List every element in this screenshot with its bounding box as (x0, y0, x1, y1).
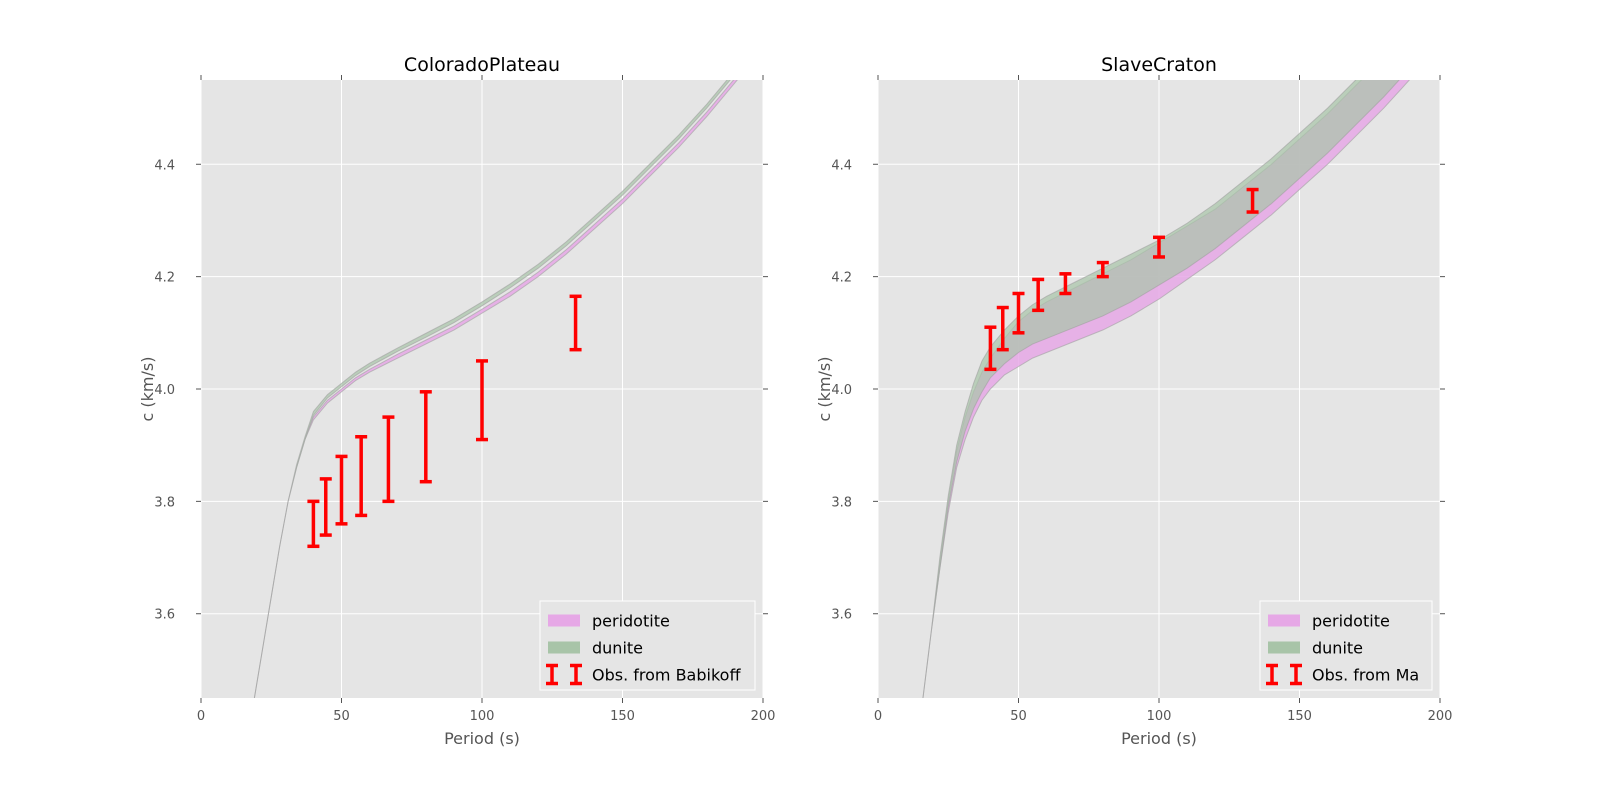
ticks (873, 75, 1445, 703)
errorbar-point (1059, 272, 1072, 296)
errorbar-point (355, 435, 368, 518)
y-axis-label: c (km/s) (138, 357, 157, 422)
legend-label: Obs. from Ma (1312, 666, 1419, 685)
legend: peridotite dunite Obs. from Ma (1259, 600, 1433, 691)
legend: peridotite dunite Obs. from Babikoff (539, 600, 756, 691)
y-tick-label: 4.0 (154, 383, 175, 398)
errorbar-point (476, 359, 488, 442)
legend-swatch-dunite (1268, 641, 1300, 654)
errorbar-point (1032, 277, 1045, 313)
legend-swatch-peridotite (548, 614, 580, 627)
band-peridotite (253, 80, 738, 698)
band-dunite (922, 80, 1400, 698)
y-tick-label: 4.2 (831, 271, 852, 286)
x-tick-label: 100 (1147, 709, 1172, 724)
chart-title: SlaveCraton (1101, 54, 1217, 76)
y-tick-label: 3.8 (154, 495, 175, 510)
errorbar-point (307, 499, 320, 549)
chart-panel-1: 0 50 100 150 200 3.6 3.8 4.0 4.2 4.4 ColoradoPlate… (138, 54, 775, 748)
errorbar-point (1153, 235, 1165, 259)
chart-panel-2: 0 50 100 150 200 3.6 3.8 4.0 4.2 4.4 SlaveCraton Pe… (815, 54, 1453, 748)
x-tick-label: 0 (874, 709, 882, 724)
y-tick-label: 4.0 (831, 383, 852, 398)
x-tick-label: 150 (610, 709, 635, 724)
legend-label: peridotite (1312, 612, 1390, 631)
x-tick-label: 200 (751, 709, 776, 724)
legend-label: Obs. from Babikoff (592, 666, 741, 685)
y-tick-label: 4.4 (831, 158, 852, 173)
chart-title: ColoradoPlateau (404, 54, 560, 76)
errorbar-point (1096, 260, 1109, 279)
legend-label: dunite (592, 639, 643, 658)
ticks (196, 75, 768, 703)
x-tick-label: 50 (333, 709, 350, 724)
y-axis-label: c (km/s) (815, 357, 834, 422)
x-tick-label: 200 (1428, 709, 1453, 724)
x-tick-label: 50 (1010, 709, 1027, 724)
y-tick-label: 3.8 (831, 495, 852, 510)
errorbar-point (319, 477, 332, 537)
errorbar-point (419, 390, 432, 484)
y-tick-label: 3.6 (154, 608, 175, 623)
x-tick-label: 150 (1287, 709, 1312, 724)
x-axis-label: Period (s) (1121, 729, 1197, 748)
x-tick-label: 100 (470, 709, 495, 724)
data-layer (922, 80, 1411, 698)
y-tick-label: 4.4 (154, 158, 175, 173)
errorbar-point (382, 415, 395, 504)
errorbar-point (984, 325, 997, 372)
errorbar-point (1246, 187, 1259, 214)
errorbar-point (996, 305, 1009, 352)
errorbar-point (569, 294, 582, 352)
errorbar-point (1012, 291, 1025, 335)
errorbar-point (335, 454, 348, 526)
y-tick-label: 4.2 (154, 271, 175, 286)
legend-label: peridotite (592, 612, 670, 631)
y-tick-label: 3.6 (831, 608, 852, 623)
x-axis-label: Period (s) (444, 729, 520, 748)
x-tick-label: 0 (197, 709, 205, 724)
data-layer (253, 80, 738, 698)
legend-swatch-peridotite (1268, 614, 1300, 627)
band-dunite (253, 80, 731, 698)
legend-swatch-dunite (548, 641, 580, 654)
legend-label: dunite (1312, 639, 1363, 658)
